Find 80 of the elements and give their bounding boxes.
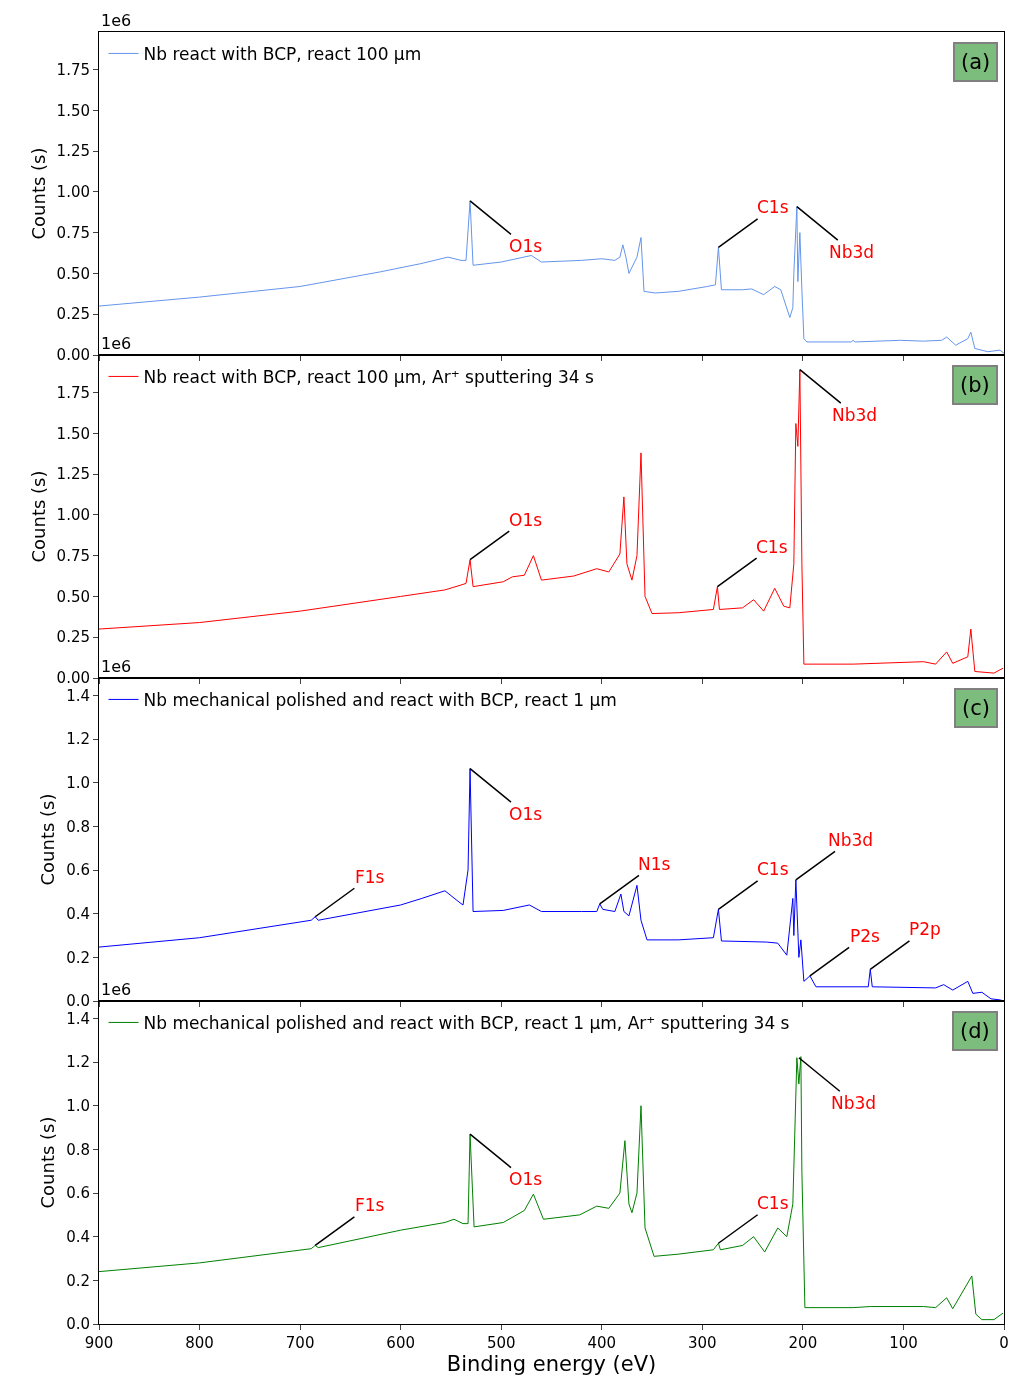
y-axis-title: Counts (s) xyxy=(37,793,59,886)
y-tick-label: 0.2 xyxy=(66,948,90,967)
line-series xyxy=(99,768,1004,1001)
y-tick-label: 1.25 xyxy=(56,465,90,484)
annotation: O1s xyxy=(509,510,543,530)
x-tick-label: 600 xyxy=(386,1334,415,1352)
line-series xyxy=(99,200,1004,354)
y-axis-title: Counts (s) xyxy=(27,147,49,240)
y-tick-label: 1.0 xyxy=(66,774,90,793)
y-tick-label: 1.2 xyxy=(66,1053,90,1072)
y-tick-label: 1.75 xyxy=(56,383,90,402)
x-tick-label: 200 xyxy=(788,1334,818,1352)
y-tick-label: 0.00 xyxy=(56,669,90,688)
annotation: C1s xyxy=(757,197,789,217)
legend-label: Nb mechanical polished and react with BCP, react 1 μm xyxy=(143,690,617,711)
x-tick-label: 0 xyxy=(999,1334,1009,1352)
x-tick-label: 300 xyxy=(688,1334,717,1352)
annotation: C1s xyxy=(757,1193,789,1213)
annotation: O1s xyxy=(509,1169,543,1189)
y-tick-label: 1.75 xyxy=(56,60,90,79)
x-axis-title: Binding energy (eV) xyxy=(446,1352,657,1376)
annotation: (d) xyxy=(960,1019,990,1043)
legend-label: Nb react with BCP, react 100 μm, Ar⁺ sputtering 34 s xyxy=(143,367,594,388)
y-tick-label: 0.25 xyxy=(56,628,90,647)
y-tick-label: 1.00 xyxy=(56,183,90,202)
y-tick-label: 0.8 xyxy=(66,817,90,836)
x-tick-label: 900 xyxy=(84,1334,114,1352)
y-tick-label: 1.4 xyxy=(66,686,90,705)
y-tick-label: 0.0 xyxy=(66,992,90,1011)
line-series xyxy=(99,369,1004,674)
y-tick-label: 0.00 xyxy=(56,346,90,365)
y-tick-label: 0.8 xyxy=(66,1140,90,1159)
y-tick-label: 0.50 xyxy=(56,587,90,606)
annotation: F1s xyxy=(355,867,385,887)
annotation: O1s xyxy=(509,236,543,256)
y-tick-label: 1.2 xyxy=(66,730,90,749)
y-tick-label: 1.00 xyxy=(56,506,90,525)
annotation: Nb3d xyxy=(831,1093,877,1113)
annotation: P2p xyxy=(909,919,941,939)
annotation: Nb3d xyxy=(829,242,875,262)
y-tick-label: 1.0 xyxy=(66,1097,90,1116)
legend-label: Nb mechanical polished and react with BCP, react 1 μm, Ar⁺ sputtering 34 s xyxy=(143,1013,790,1034)
y-tick-label: 0.75 xyxy=(56,546,90,565)
y-tick-label: 1.50 xyxy=(56,101,90,120)
y-tick-label: 0.25 xyxy=(56,305,90,324)
y-axis-title: Counts (s) xyxy=(37,1116,59,1209)
x-tick-label: 500 xyxy=(486,1334,516,1352)
y-axis-title: Counts (s) xyxy=(27,470,49,563)
y-tick-label: 0.4 xyxy=(66,1227,90,1246)
y-tick-label: 0.6 xyxy=(66,1184,90,1203)
annotation: Nb3d xyxy=(828,830,874,850)
annotation: 1e6 xyxy=(101,334,132,353)
annotation: (a) xyxy=(961,50,991,74)
legend-label: Nb react with BCP, react 100 μm xyxy=(143,44,422,65)
x-tick-label: 400 xyxy=(587,1334,617,1352)
annotation: (b) xyxy=(960,373,990,397)
y-tick-label: 1.25 xyxy=(56,142,90,161)
y-tick-label: 1.4 xyxy=(66,1009,90,1028)
x-tick-label: 100 xyxy=(889,1334,918,1352)
annotation: F1s xyxy=(355,1195,385,1215)
x-tick-label: 800 xyxy=(185,1334,214,1352)
annotation: O1s xyxy=(509,804,543,824)
annotation: N1s xyxy=(638,854,671,874)
y-tick-label: 0.6 xyxy=(66,861,90,880)
y-tick-label: 0.4 xyxy=(66,904,90,923)
y-tick-label: 0.50 xyxy=(56,264,90,283)
text: 1e6 xyxy=(101,11,132,30)
annotation: C1s xyxy=(756,537,788,557)
y-tick-label: 0.2 xyxy=(66,1271,90,1290)
annotation: 1e6 xyxy=(101,980,132,999)
annotation: (c) xyxy=(962,696,990,720)
y-tick-label: 0.75 xyxy=(56,223,90,242)
annotation: Nb3d xyxy=(832,405,878,425)
annotation: P2s xyxy=(850,926,881,946)
annotation: 1e6 xyxy=(101,657,132,676)
x-tick-label: 700 xyxy=(285,1334,315,1352)
y-tick-label: 1.50 xyxy=(56,424,90,443)
y-tick-label: 0.0 xyxy=(66,1315,90,1334)
line-series xyxy=(99,1056,1004,1321)
annotation: C1s xyxy=(757,859,789,879)
